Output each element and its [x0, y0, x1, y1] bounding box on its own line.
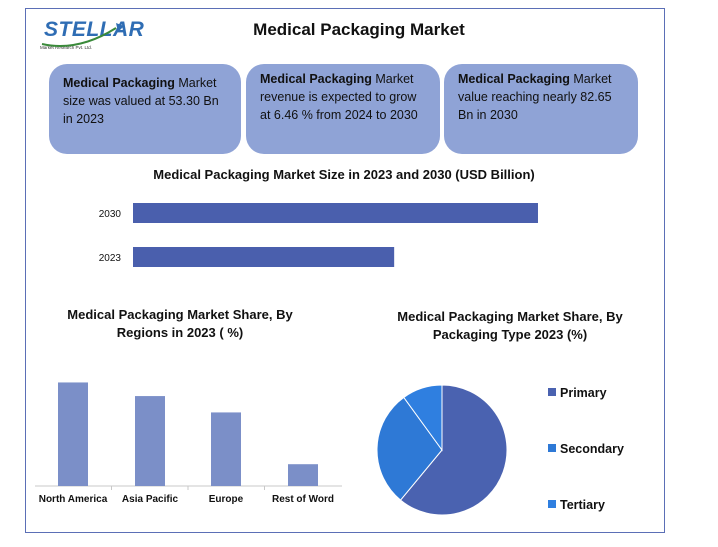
size-tick-label-2030: 2030 — [99, 209, 122, 220]
type-title-line-1: Medical Packaging Market Share, By — [397, 309, 623, 324]
card-bold-label: Medical Packaging — [260, 72, 372, 86]
region-bar-asia-pacific — [135, 396, 165, 486]
logo-wordmark: STELLAR — [44, 18, 145, 41]
size-bar-2030 — [133, 203, 538, 223]
legend-primary: Primary — [548, 386, 607, 400]
region-tick-label-rest-of-word: Rest of Word — [272, 494, 334, 505]
legend-swatch-tertiary — [548, 500, 556, 508]
legend-tertiary: Tertiary — [548, 498, 605, 512]
legend-swatch-primary — [548, 388, 556, 396]
stat-card-forecast: Medical Packaging Market value reaching … — [444, 64, 638, 154]
region-tick-label-asia-pacific: Asia Pacific — [122, 494, 179, 505]
region-title-line-1: Medical Packaging Market Share, By — [67, 307, 293, 322]
card-text: Market size was valued at 53.30 Bn in 20… — [63, 76, 219, 126]
legend-label-primary: Primary — [560, 386, 607, 400]
pie-slice-primary — [399, 384, 508, 516]
region-bar-europe — [211, 412, 241, 486]
region-bar-rest-of-word — [288, 464, 318, 486]
type-chart-title: Medical Packaging Market Share, By Packa… — [380, 308, 640, 344]
region-bar-north-america — [58, 382, 88, 486]
logo-subtitle: Market Research Pvt. Ltd. — [40, 45, 93, 50]
logo-arrow-icon — [41, 23, 124, 47]
pie-slice-tertiary — [403, 384, 443, 452]
pie-slice-secondary — [376, 396, 443, 501]
legend-label-tertiary: Tertiary — [560, 498, 605, 512]
region-chart-title: Medical Packaging Market Share, By Regio… — [40, 306, 320, 342]
size-bar-2023 — [133, 247, 395, 267]
size-tick-label-2023: 2023 — [99, 253, 122, 264]
card-bold-label: Medical Packaging — [458, 72, 570, 86]
stellar-logo: STELLAR Market Research Pvt. Ltd. — [38, 14, 144, 56]
legend-label-secondary: Secondary — [560, 442, 624, 456]
page-title: Medical Packaging Market — [253, 20, 465, 39]
card-bold-label: Medical Packaging — [63, 76, 175, 90]
type-title-line-2: Packaging Type 2023 (%) — [432, 327, 588, 342]
region-tick-label-europe: Europe — [209, 494, 244, 505]
region-title-line-2: Regions in 2023 ( %) — [116, 325, 244, 340]
card-text: Market revenue is expected to grow at 6.… — [260, 72, 418, 122]
card-text: Market value reaching nearly 82.65 Bn in… — [458, 72, 612, 122]
size-chart-title: Medical Packaging Market Size in 2023 an… — [153, 167, 535, 182]
legend-swatch-secondary — [548, 444, 556, 452]
legend-secondary: Secondary — [548, 442, 624, 456]
region-tick-label-north-america: North America — [39, 494, 108, 505]
stat-card-growth: Medical Packaging Market revenue is expe… — [246, 64, 440, 154]
stat-card-market-size: Medical Packaging Market size was valued… — [49, 64, 241, 154]
